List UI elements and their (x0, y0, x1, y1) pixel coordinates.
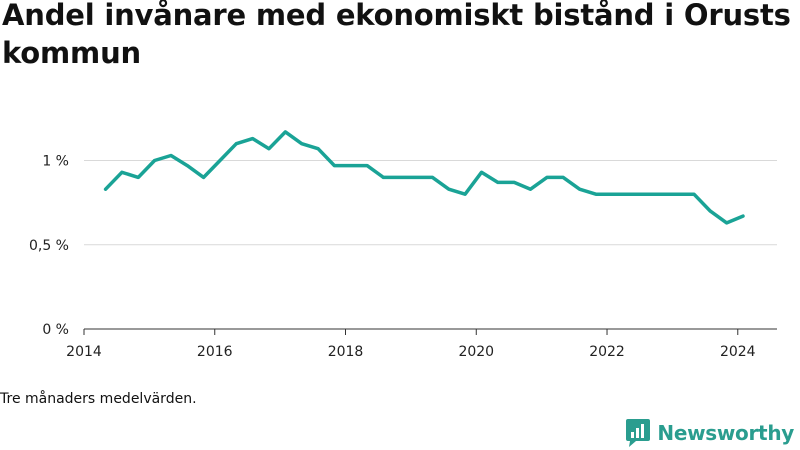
x-tick-label: 2024 (720, 344, 756, 360)
x-tick-label: 2016 (197, 344, 233, 360)
y-tick-label: 0 % (42, 322, 69, 338)
chart-title: Andel invånare med ekonomiskt bistånd i … (2, 0, 791, 70)
newsworthy-logo-icon (626, 419, 651, 447)
footnote: Tre månaders medelvärden. (0, 391, 197, 407)
x-tick-label: 2020 (458, 344, 494, 360)
brand: Newsworthy (625, 418, 794, 448)
x-tick-label: 2022 (589, 344, 625, 360)
x-tick-label: 2018 (328, 344, 364, 360)
gridlines (84, 160, 777, 246)
series-line (103, 130, 745, 225)
y-tick-label: 0,5 % (29, 238, 69, 254)
series-lines (103, 130, 745, 225)
axes: 0 % 0,5 % 1 % 2014 2016 2018 2020 2022 2024 (29, 154, 777, 360)
brand-name: Newsworthy (657, 421, 794, 445)
y-tick-label: 1 % (42, 154, 69, 170)
x-tick-label: 2014 (66, 344, 102, 360)
